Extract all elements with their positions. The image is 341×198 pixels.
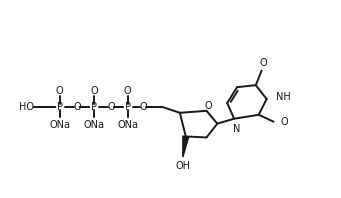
Text: NH: NH <box>277 92 291 102</box>
Text: O: O <box>107 102 115 112</box>
Text: P: P <box>91 102 97 112</box>
Text: HO: HO <box>19 102 34 112</box>
Text: O: O <box>260 58 267 68</box>
Text: OH: OH <box>175 161 190 171</box>
Text: ONa: ONa <box>49 120 70 130</box>
Text: N: N <box>233 124 241 134</box>
Text: O: O <box>139 102 147 112</box>
Text: O: O <box>90 86 98 96</box>
Polygon shape <box>183 136 189 157</box>
Text: O: O <box>74 102 81 112</box>
Text: ONa: ONa <box>117 120 138 130</box>
Text: P: P <box>124 102 131 112</box>
Text: O: O <box>56 86 63 96</box>
Text: P: P <box>57 102 63 112</box>
Text: O: O <box>280 117 288 127</box>
Text: O: O <box>124 86 131 96</box>
Text: O: O <box>205 101 212 111</box>
Text: ONa: ONa <box>84 120 105 130</box>
